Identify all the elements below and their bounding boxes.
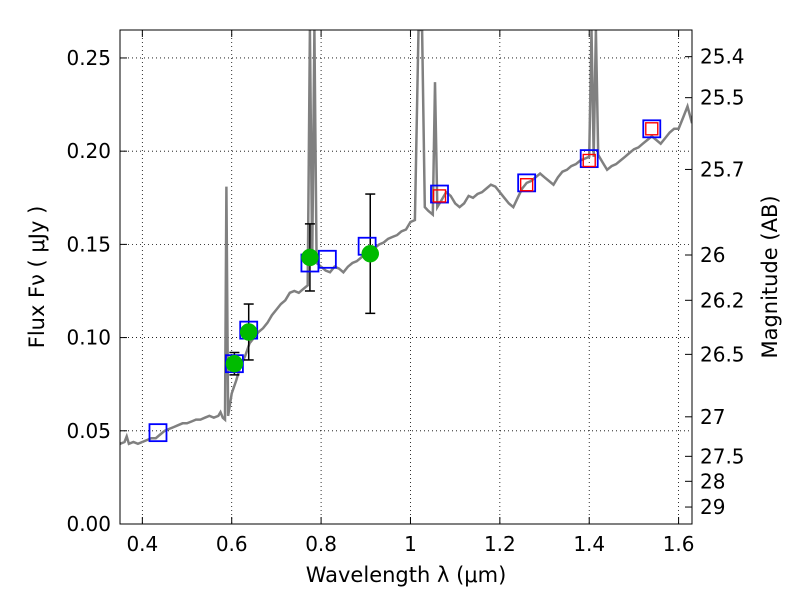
y-tick-label: 0.05 bbox=[66, 419, 111, 443]
y-axis-label: Flux Fν ( μJy ) bbox=[25, 206, 49, 349]
observed-photometry-points bbox=[225, 244, 379, 373]
y2-tick-label: 26.5 bbox=[700, 342, 745, 366]
model-spectrum-line bbox=[120, 30, 692, 446]
y-tick-label: 0.15 bbox=[66, 232, 111, 256]
y-tick-label: 0.10 bbox=[66, 326, 111, 350]
y2-axis-label: Magnitude (AB) bbox=[758, 195, 782, 358]
x-tick-label: 0.8 bbox=[305, 532, 337, 556]
model-point-red bbox=[645, 122, 659, 136]
y2-tick-label: 26.2 bbox=[700, 288, 745, 312]
y2-tick-label: 25.5 bbox=[700, 86, 745, 110]
x-tick-label: 1.2 bbox=[484, 532, 516, 556]
model-point-blue bbox=[148, 423, 168, 443]
y2-tick-label: 28 bbox=[700, 469, 725, 493]
x-tick-label: 0.4 bbox=[126, 532, 158, 556]
model-point-red bbox=[432, 189, 447, 203]
y2-tick-label: 27.5 bbox=[700, 444, 745, 468]
model-point-red bbox=[582, 153, 596, 168]
y2-tick-label: 26 bbox=[700, 243, 725, 267]
x-tick-label: 0.6 bbox=[216, 532, 248, 556]
observed-point bbox=[361, 244, 379, 263]
model-point-blue bbox=[642, 119, 662, 139]
x-axis-ticks: 0.4 0.6 0.8 1 1.2 1.4 1.6 bbox=[126, 30, 695, 556]
y2-tick-label: 25.4 bbox=[700, 45, 745, 69]
x-tick-label: 1.6 bbox=[663, 532, 695, 556]
y-axis-ticks: 0.00 0.05 0.10 0.15 0.20 0.25 bbox=[66, 46, 127, 536]
y-tick-label: 0.00 bbox=[66, 512, 111, 536]
x-tick-label: 1 bbox=[404, 532, 417, 556]
y2-tick-label: 25.7 bbox=[700, 157, 745, 181]
plot-frame bbox=[119, 29, 693, 525]
y-tick-label: 0.20 bbox=[66, 139, 111, 163]
model-point-blue bbox=[317, 249, 337, 269]
y2-tick-label: 29 bbox=[700, 495, 725, 519]
x-tick-label: 1.4 bbox=[573, 532, 605, 556]
observed-point bbox=[225, 354, 244, 373]
model-point-red bbox=[519, 178, 534, 192]
observed-point bbox=[239, 323, 258, 341]
x-axis-label: Wavelength λ (μm) bbox=[306, 563, 507, 587]
plot-area bbox=[120, 30, 692, 446]
y-tick-label: 0.25 bbox=[66, 46, 111, 70]
observed-point bbox=[301, 248, 319, 267]
model-photometry-red-squares bbox=[432, 122, 659, 203]
y2-tick-label: 27 bbox=[700, 405, 725, 429]
